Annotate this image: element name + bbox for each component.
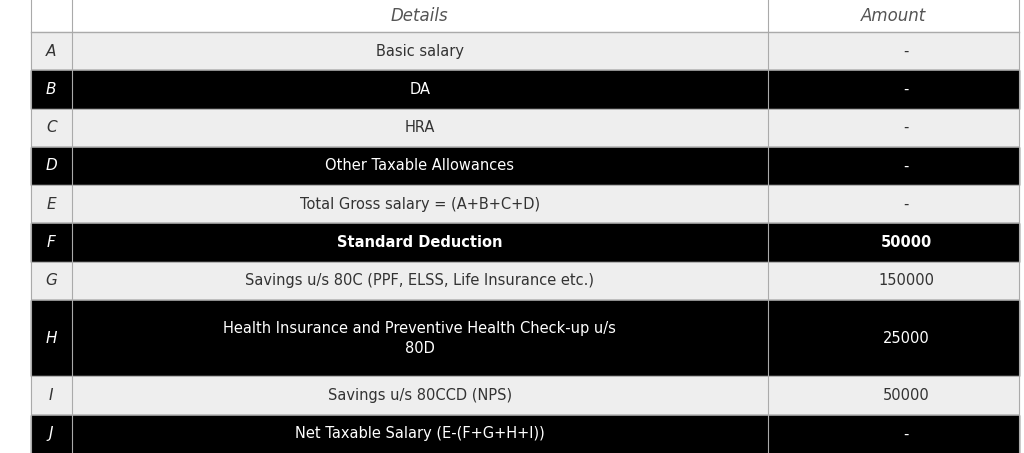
Text: Amount: Amount	[861, 7, 926, 25]
Text: Savings u/s 80CCD (NPS): Savings u/s 80CCD (NPS)	[328, 388, 512, 403]
Text: Other Taxable Allowances: Other Taxable Allowances	[326, 159, 514, 173]
Bar	[31, 147, 1019, 185]
Bar	[31, 32, 1019, 70]
Bar	[31, 70, 1019, 109]
Text: E: E	[46, 197, 56, 212]
Bar	[31, 300, 1019, 376]
Text: A: A	[46, 43, 56, 58]
Text: I: I	[49, 388, 53, 403]
Bar	[31, 376, 1019, 415]
Text: DA: DA	[410, 82, 430, 97]
Text: 25000: 25000	[883, 331, 930, 346]
Text: C: C	[46, 120, 56, 135]
Text: Total Gross salary = (A+B+C+D): Total Gross salary = (A+B+C+D)	[300, 197, 540, 212]
Bar	[31, 0, 1019, 32]
Text: Standard Deduction: Standard Deduction	[337, 235, 503, 250]
Text: -: -	[903, 120, 908, 135]
Text: G: G	[45, 273, 57, 288]
Text: 50000: 50000	[883, 388, 930, 403]
Text: Savings u/s 80C (PPF, ELSS, Life Insurance etc.): Savings u/s 80C (PPF, ELSS, Life Insuran…	[246, 273, 594, 288]
Text: 50000: 50000	[881, 235, 932, 250]
Text: Net Taxable Salary (E-(F+G+H+I)): Net Taxable Salary (E-(F+G+H+I))	[295, 426, 545, 441]
Text: 150000: 150000	[878, 273, 934, 288]
Bar	[31, 109, 1019, 147]
Text: -: -	[903, 82, 908, 97]
Text: J: J	[49, 426, 53, 441]
Text: -: -	[903, 43, 908, 58]
Text: HRA: HRA	[404, 120, 435, 135]
Text: B: B	[46, 82, 56, 97]
Text: D: D	[45, 159, 57, 173]
Text: -: -	[903, 159, 908, 173]
Text: F: F	[47, 235, 55, 250]
Text: Basic salary: Basic salary	[376, 43, 464, 58]
Text: -: -	[903, 197, 908, 212]
Text: Details: Details	[391, 7, 449, 25]
Text: H: H	[45, 331, 57, 346]
Bar	[31, 185, 1019, 223]
Text: Health Insurance and Preventive Health Check-up u/s
80D: Health Insurance and Preventive Health C…	[223, 321, 616, 356]
Bar	[31, 415, 1019, 453]
Bar	[31, 223, 1019, 262]
Text: -: -	[903, 426, 908, 441]
Bar	[31, 262, 1019, 300]
